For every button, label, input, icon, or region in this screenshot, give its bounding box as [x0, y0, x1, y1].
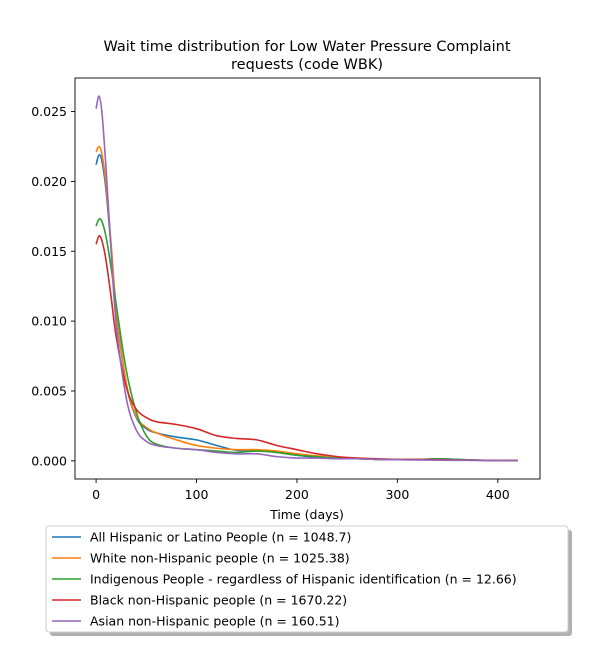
x-tick-label: 100 — [185, 487, 209, 502]
legend-label-1: All Hispanic or Latino People (n = 1048.… — [90, 530, 351, 545]
series-line-5 — [95, 95, 518, 462]
x-tick-label: 0 — [92, 487, 100, 502]
y-tick-label: 0.015 — [31, 244, 67, 259]
legend-label-2: White non-Hispanic people (n = 1025.38) — [90, 551, 350, 566]
y-tick-label: 0.025 — [31, 104, 67, 119]
y-tick-label: 0.005 — [31, 383, 67, 398]
x-tick-label: 200 — [285, 487, 309, 502]
x-axis-ticks: 0 100 200 300 400 — [92, 479, 510, 502]
x-tick-label: 400 — [486, 487, 510, 502]
legend-box — [45, 525, 569, 633]
legend-label-4: Black non-Hispanic people (n = 1670.22) — [90, 593, 347, 608]
y-axis-ticks: 0.000 0.005 0.010 0.015 0.020 0.025 — [31, 104, 75, 468]
legend: All Hispanic or Latino People (n = 1048.… — [45, 525, 572, 636]
x-axis-label: Time (days) — [269, 507, 344, 522]
y-tick-label: 0.020 — [31, 174, 67, 189]
y-tick-label: 0.000 — [31, 453, 67, 468]
chart-title-line-2: requests (code WBK) — [231, 57, 383, 73]
legend-label-3: Indigenous People - regardless of Hispan… — [90, 572, 517, 587]
plot-area — [74, 77, 541, 480]
legend-entries: All Hispanic or Latino People (n = 1048.… — [52, 530, 517, 629]
y-tick-label: 0.010 — [31, 314, 67, 329]
x-tick-label: 300 — [385, 487, 409, 502]
legend-label-5: Asian non-Hispanic people (n = 160.51) — [90, 614, 340, 629]
series-lines — [95, 95, 518, 462]
chart-title-line-1: Wait time distribution for Low Water Pre… — [103, 39, 510, 55]
